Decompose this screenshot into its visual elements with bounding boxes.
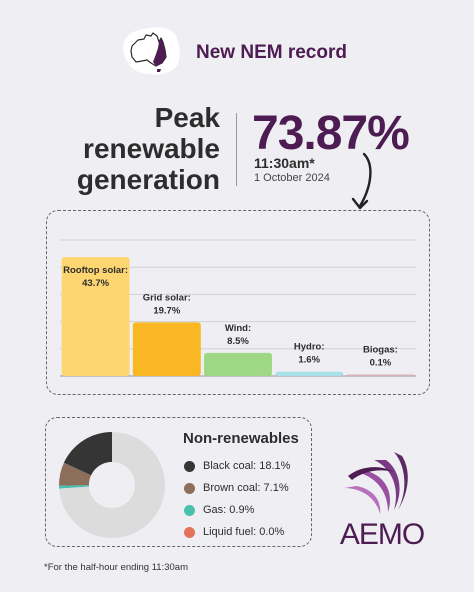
record-time: 11:30am* — [254, 155, 315, 171]
bar-data-label: 0.1% — [370, 358, 392, 369]
record-value: 73.87% — [252, 107, 410, 160]
aemo-logo-text: AEMO — [340, 518, 424, 551]
peak-renewable-label: Peak renewable generation — [62, 102, 220, 195]
non-renewables-donut-chart — [59, 432, 165, 538]
bar-data-label: 1.6% — [298, 355, 320, 366]
legend-item: Brown coal: 7.1% — [184, 477, 290, 499]
record-date: 1 October 2024 — [254, 172, 330, 184]
non-renewables-title: Non-renewables — [183, 430, 299, 447]
bar — [204, 352, 272, 376]
legend-item: Black coal: 18.1% — [184, 455, 290, 477]
bar-category-label: Hydro: — [294, 342, 325, 353]
legend-label: Liquid fuel: 0.0% — [203, 526, 285, 538]
vertical-divider — [236, 113, 237, 186]
bar-category-label: Rooftop solar: — [63, 265, 128, 276]
donut-slice — [59, 485, 90, 489]
legend-item: Liquid fuel: 0.0% — [184, 521, 290, 543]
footnote: *For the half-hour ending 11:30am — [44, 562, 188, 573]
bar-category-label: Wind: — [225, 323, 251, 334]
donut-slice — [63, 432, 112, 476]
pointer-arrow-icon — [351, 152, 372, 210]
renewables-bar-chart: Rooftop solar: 43.7% Grid solar: 19.7% Wind:… — [60, 239, 416, 377]
legend-swatch — [184, 482, 195, 494]
bar — [61, 257, 130, 376]
header-title: New NEM record — [196, 42, 347, 63]
legend-item: Gas: 0.9% — [184, 499, 290, 521]
donut-slice — [59, 432, 165, 538]
legend-swatch — [184, 526, 195, 538]
donut-hole — [89, 462, 135, 508]
legend-label: Gas: 0.9% — [203, 504, 255, 516]
renewables-bar-panel — [46, 210, 430, 395]
bar — [346, 374, 415, 376]
non-renewables-panel — [45, 417, 312, 547]
peak-label-line: renewable — [83, 133, 220, 164]
bar — [275, 371, 344, 376]
header: New NEM record — [0, 0, 474, 100]
non-renewables-legend: Black coal: 18.1% Brown coal: 7.1% Gas: 0.… — [184, 455, 290, 543]
bar-data-label: 43.7% — [82, 278, 109, 289]
legend-label: Brown coal: 7.1% — [203, 482, 289, 494]
peak-label-line: Peak — [154, 102, 220, 133]
aemo-logo: AEMO — [340, 452, 425, 551]
legend-swatch — [184, 460, 195, 472]
peak-label-line: generation — [76, 164, 220, 195]
bar-category-label: Grid solar: — [143, 292, 191, 303]
bar — [132, 322, 201, 376]
legend-swatch — [184, 504, 195, 516]
donut-slice — [59, 462, 92, 486]
bar-category-label: Biogas: — [363, 345, 398, 356]
legend-label: Black coal: 18.1% — [203, 460, 291, 472]
bar-data-label: 19.7% — [153, 305, 180, 316]
australia-map-icon — [123, 27, 180, 75]
bar-data-label: 8.5% — [227, 336, 249, 347]
